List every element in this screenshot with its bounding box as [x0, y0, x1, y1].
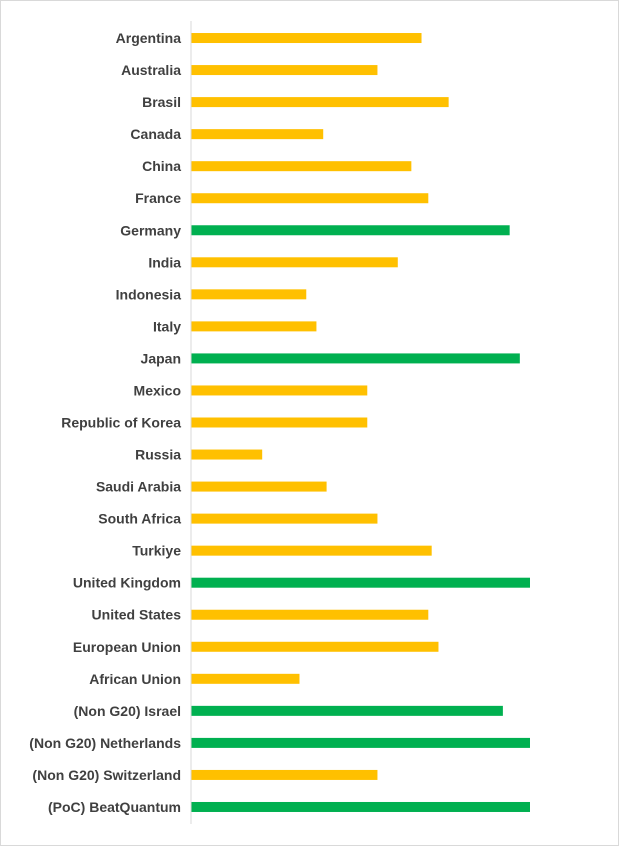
bar	[191, 801, 530, 812]
category-label: Republic of Korea	[61, 415, 181, 431]
category-label: African Union	[89, 671, 181, 687]
category-label: United Kingdom	[73, 575, 181, 591]
category-label: Indonesia	[116, 286, 182, 302]
bar	[191, 289, 307, 300]
bar	[191, 577, 530, 588]
category-label: India	[148, 254, 181, 270]
bar	[191, 65, 378, 76]
bar	[191, 417, 368, 428]
category-label: Mexico	[134, 382, 181, 398]
category-labels: Argentina Australia Brasil Canada China Franc…	[29, 30, 181, 815]
bar	[191, 385, 368, 396]
category-label: Italy	[153, 318, 181, 334]
category-label: Brasil	[142, 94, 181, 110]
category-label: (Non G20) Netherlands	[29, 735, 181, 751]
category-label: Japan	[141, 350, 181, 366]
category-label: South Africa	[98, 511, 181, 527]
bar	[191, 769, 378, 780]
bar	[191, 97, 449, 108]
category-label: Germany	[120, 222, 181, 238]
category-label: Saudi Arabia	[96, 479, 181, 495]
category-label: (Non G20) Israel	[74, 703, 181, 719]
bar	[191, 609, 429, 620]
category-label: Canada	[130, 126, 181, 142]
bar	[191, 481, 327, 492]
bar	[191, 737, 530, 748]
bar	[191, 129, 324, 140]
category-label: Turkiye	[132, 543, 181, 559]
category-label: Australia	[121, 62, 181, 78]
category-label: France	[135, 190, 181, 206]
bar	[191, 161, 412, 172]
bar	[191, 33, 422, 44]
bar	[191, 225, 510, 236]
category-label: (Non G20) Switzerland	[32, 767, 181, 783]
bar	[191, 545, 432, 556]
category-label: United States	[92, 607, 182, 623]
category-label: China	[142, 158, 181, 174]
category-label: Argentina	[116, 30, 182, 46]
bar	[191, 353, 520, 364]
bar	[191, 193, 429, 204]
bar	[191, 513, 378, 524]
bar	[191, 705, 503, 716]
category-label: (PoC) BeatQuantum	[48, 799, 181, 815]
bars	[191, 33, 530, 812]
bar	[191, 449, 263, 460]
bar	[191, 641, 439, 652]
category-label: European Union	[73, 639, 181, 655]
bar	[191, 257, 398, 268]
bar	[191, 321, 317, 332]
bar	[191, 673, 300, 684]
category-label: Russia	[135, 447, 181, 463]
